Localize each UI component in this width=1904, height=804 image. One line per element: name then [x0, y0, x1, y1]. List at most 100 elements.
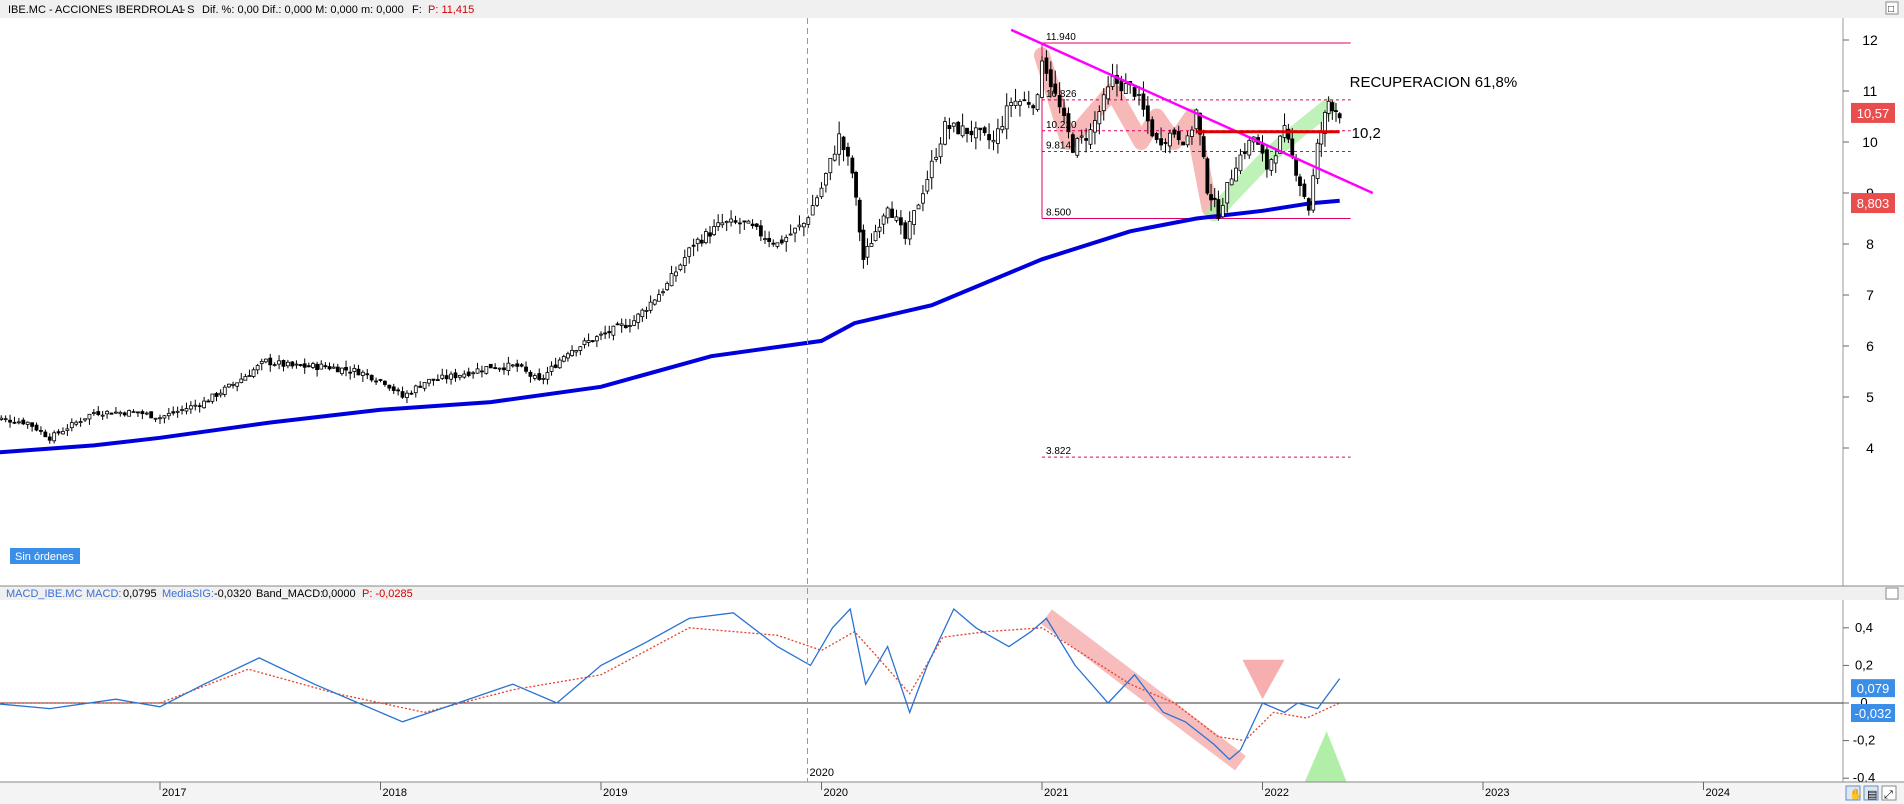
zoom-icon: ⤢ [1884, 789, 1893, 801]
candle-body [484, 366, 489, 374]
candle-body [444, 375, 449, 380]
candle-body [184, 408, 189, 412]
candle-body [1093, 120, 1097, 133]
candle-body [750, 223, 755, 227]
time-axis[interactable] [0, 782, 1904, 804]
candle-body [652, 299, 657, 305]
candle-body [590, 340, 595, 342]
candle-body [586, 340, 591, 343]
candle-body [857, 199, 862, 233]
candle-body [188, 405, 193, 410]
maximize-icon: □ [1888, 4, 1894, 15]
candle-body [1123, 83, 1128, 94]
candle-body [532, 375, 537, 379]
candle-body [640, 309, 645, 318]
candle-body [574, 350, 579, 353]
price-pane[interactable] [0, 18, 1904, 586]
candle-body [251, 369, 256, 377]
candle-body [122, 412, 127, 416]
macd-pane[interactable] [0, 600, 1904, 782]
candle-body [272, 364, 277, 367]
signal-value-tag-text: -0,032 [1855, 706, 1892, 721]
candle-body [947, 125, 952, 130]
candle-body [1334, 110, 1338, 112]
price-tick-label: 8 [1866, 236, 1874, 252]
zoom-button[interactable] [1881, 785, 1897, 801]
candle-body [475, 368, 480, 374]
candle-body [39, 430, 43, 432]
candle-body [488, 363, 493, 369]
save-layout-button[interactable] [1863, 785, 1879, 801]
maximize-macd-pane-button[interactable] [1885, 587, 1899, 600]
candle-body [83, 418, 87, 421]
candle-body [656, 294, 661, 302]
candle-body [400, 391, 405, 398]
candle-body [1132, 86, 1137, 97]
candle-body [47, 436, 52, 441]
candle-body [1198, 112, 1202, 135]
candle-body [754, 223, 759, 227]
bearish-signal-triangle [1242, 659, 1285, 700]
candle-body [1062, 107, 1066, 117]
candle-body [1070, 134, 1075, 153]
hand-tool-button[interactable] [1845, 785, 1861, 801]
price-f-label: F: [412, 4, 422, 16]
candle-body [771, 242, 776, 245]
candle-body [25, 421, 30, 425]
candle-body [1269, 159, 1274, 171]
candle-body [801, 222, 806, 228]
candle-body [510, 364, 515, 367]
candle-body [294, 363, 299, 366]
candle-body [409, 392, 414, 395]
candle-body [1167, 132, 1172, 147]
candle-body [1201, 136, 1206, 158]
signal-value: -0,0320 [214, 588, 251, 600]
candle-body [890, 208, 894, 218]
maximize-price-pane-button[interactable] [1885, 1, 1899, 15]
candle-body [449, 373, 453, 380]
candle-body [724, 221, 729, 224]
candle-body [519, 364, 524, 367]
candle-body [1205, 158, 1210, 194]
candle-body [440, 374, 445, 379]
candle-body [327, 366, 332, 370]
candle-body [1326, 100, 1331, 114]
candle-body [114, 411, 118, 414]
candle-body [674, 271, 678, 277]
candle-body [742, 220, 747, 223]
candle-body [466, 371, 471, 376]
candle-body [365, 373, 370, 376]
candle-body [1031, 105, 1036, 109]
orders-tag[interactable] [10, 548, 80, 564]
macd-tick-label: 0,2 [1855, 657, 1873, 672]
candle-body [1220, 205, 1225, 218]
candle-body [231, 383, 235, 386]
candle-body [1302, 183, 1307, 197]
candle-body [1119, 80, 1124, 92]
candle-body [471, 372, 476, 375]
candle-body [69, 422, 74, 429]
candle-body [869, 242, 874, 247]
candle-body [1319, 132, 1324, 145]
candle-body [578, 346, 583, 351]
candle-body [1026, 102, 1031, 105]
time-tick-label: 2019 [603, 787, 627, 799]
candle-body [1194, 109, 1199, 130]
candle-body [3, 418, 8, 421]
candle-body [1225, 182, 1230, 204]
price-tick-label: 5 [1866, 389, 1874, 405]
price-tick-label: 10 [1862, 134, 1878, 150]
candle-body [227, 383, 231, 388]
candle-body [30, 422, 35, 427]
candle-body [763, 238, 767, 241]
macd-value-tag-text: 0,079 [1857, 681, 1890, 696]
candle-body [105, 410, 109, 415]
candle-body [331, 366, 336, 369]
candle-body [387, 384, 392, 389]
price-stats: Dif. %: 0,00 Dif.: 0,000 M: 0,000 m: 0,0… [202, 4, 404, 16]
candle-body [43, 431, 48, 438]
candle-body [865, 246, 870, 258]
macd-p-value: P: -0,0285 [362, 588, 413, 600]
candle-body [733, 220, 738, 223]
candle-body [561, 356, 566, 362]
